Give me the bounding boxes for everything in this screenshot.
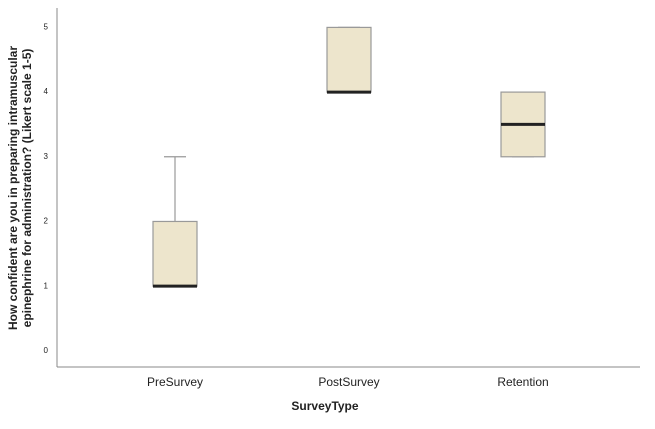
y-axis-label: epinephrine for administration? (Likert … <box>20 49 34 328</box>
x-axis-label: SurveyType <box>291 399 358 413</box>
y-tick-label: 3 <box>44 152 49 161</box>
y-tick-label: 4 <box>44 87 49 96</box>
box <box>152 220 198 287</box>
x-tick-label: PreSurvey <box>147 375 203 389</box>
box <box>326 26 372 93</box>
x-tick-label: PostSurvey <box>318 375 379 389</box>
y-tick-label: 1 <box>44 281 49 290</box>
y-axis-label: How confident are you in preparing intra… <box>6 46 20 330</box>
y-tick-label: 0 <box>44 346 49 355</box>
y-tick-label: 5 <box>44 23 49 32</box>
y-tick-label: 2 <box>44 217 49 226</box>
x-tick-label: Retention <box>497 375 548 389</box>
